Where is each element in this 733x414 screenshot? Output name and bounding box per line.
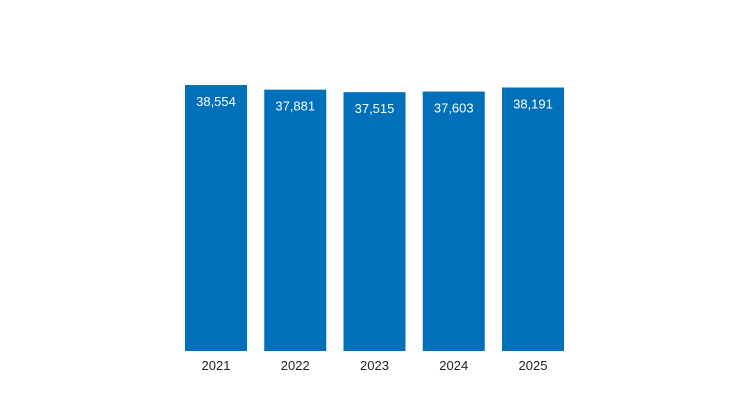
x-tick-label-2023: 2023	[360, 358, 389, 373]
bar-2023	[343, 92, 406, 352]
value-label-2022: 37,881	[275, 99, 315, 114]
x-tick-label-2021: 2021	[202, 358, 231, 373]
value-label-2025: 38,191	[513, 97, 553, 112]
x-tick-label-2024: 2024	[439, 358, 468, 373]
value-label-2024: 37,603	[434, 101, 474, 116]
value-label-2021: 38,554	[196, 94, 236, 109]
value-label-2023: 37,515	[355, 101, 395, 116]
x-tick-label-2025: 2025	[519, 358, 548, 373]
bar-2024	[422, 91, 485, 351]
x-axis-tick-labels: 2021 2022 2023 2024 2025	[202, 358, 548, 373]
value-labels-layer: 38,554 37,881 37,515 37,603 38,191	[196, 94, 553, 116]
bar-2022	[264, 89, 327, 351]
x-tick-label-2022: 2022	[281, 358, 310, 373]
bar-2021	[185, 85, 247, 351]
bar-2025	[502, 87, 564, 351]
bars-layer	[185, 85, 564, 352]
